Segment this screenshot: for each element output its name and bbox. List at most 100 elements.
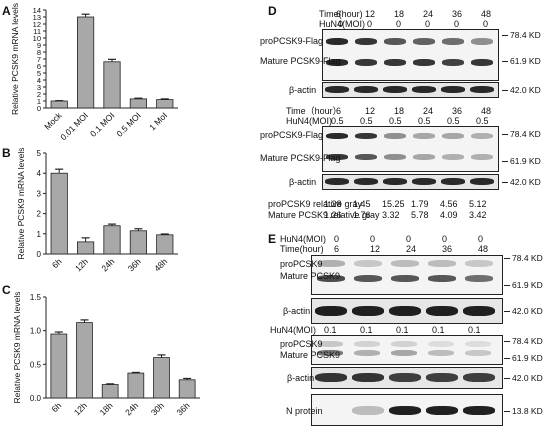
e1-marker-42: 42.0 KD: [504, 306, 543, 316]
y-tick-label: 2: [37, 90, 41, 99]
d1-time-value: 6: [336, 9, 342, 19]
d1-band: [442, 59, 464, 66]
d1-band: [442, 38, 464, 45]
d2-actin-band: [325, 178, 349, 185]
e1-actin-band: [315, 306, 347, 316]
n-protein-band: [426, 406, 458, 415]
d1-band: [471, 38, 493, 45]
y-tick-label: 2: [37, 210, 42, 219]
e2-actin-label: β-actin: [287, 373, 315, 383]
d2-mature-label: Mature PCSK9-Flag: [260, 153, 341, 163]
d1-band: [384, 59, 406, 66]
y-tick-label: 9: [37, 41, 41, 50]
d2-band: [384, 154, 406, 160]
e2-band: [391, 350, 417, 356]
e1-actin-band: [352, 306, 384, 316]
x-tick-label: 18h: [97, 400, 114, 417]
panel-label-b: B: [2, 146, 11, 160]
d1-actin-band: [412, 86, 436, 93]
e-moi-value: 0: [478, 234, 484, 244]
y-tick-label: 14: [33, 6, 41, 15]
x-tick-label: 12h: [72, 400, 89, 417]
e1-actin-blot: [311, 298, 503, 324]
d1-marker-78: 78.4 KD: [502, 30, 541, 40]
d1-moi-value: 0: [338, 19, 344, 29]
d2-time-value: 18: [394, 106, 405, 116]
d1-pro-label: proPCSK9-Flag: [260, 36, 324, 46]
bar: [101, 384, 119, 399]
d1-flag-blot: [322, 29, 499, 81]
d1-mature-label: Mature PCSK9-Flag: [260, 56, 341, 66]
d2-moi-value: 0.5: [389, 116, 402, 126]
e1-marker-78: 78.4 KD: [504, 253, 543, 263]
e2-moi-label: HuN4(MOI): [270, 325, 317, 335]
d2-band: [384, 133, 406, 139]
y-tick-label: 3: [37, 83, 41, 92]
d1-band: [326, 38, 348, 45]
x-tick-label: 36h: [174, 400, 191, 417]
d1-actin-blot: [322, 82, 499, 98]
y-tick-label: 3: [37, 189, 42, 198]
d1-time-value: 12: [365, 9, 376, 19]
e-moi-value: 0: [370, 234, 376, 244]
d1-time-value: 18: [394, 9, 405, 19]
panel-label-a: A: [2, 4, 11, 18]
e2-band: [428, 341, 454, 347]
e-moi-value: 0: [334, 234, 340, 244]
e2-band: [317, 341, 343, 347]
d2-actin-band: [383, 178, 407, 185]
gray-pro-value: 1.28: [324, 199, 342, 209]
d2-flag-blot: [322, 126, 499, 172]
bar: [153, 357, 170, 399]
d1-actin-band: [441, 86, 465, 93]
y-axis-label: Relative PCSK9 mRNA levels: [12, 292, 22, 404]
d1-actin-band: [354, 86, 378, 93]
d2-time-label: Time（hour）: [286, 106, 342, 116]
e1-band: [354, 275, 382, 282]
gray-pro-value: 1.45: [353, 199, 371, 209]
bar-chart-c: 0.0 0.5 1.0 1.5 Relative PCSK9 mRNA levels 6h…: [12, 292, 200, 417]
d2-actin-band: [441, 178, 465, 185]
e2-actin-band: [389, 373, 421, 382]
d2-actin-label: β-actin: [289, 177, 317, 187]
e-moi-label: HuN4(MOI): [280, 234, 327, 244]
d1-band: [384, 38, 406, 45]
e1-actin-label: β-actin: [283, 306, 311, 316]
bar: [129, 230, 147, 255]
d1-band: [355, 38, 377, 45]
e-time-value: 12: [370, 244, 381, 254]
x-tick-label: 24h: [123, 400, 140, 417]
y-tick-label: 4: [37, 169, 42, 178]
d1-moi-value: 0: [454, 19, 460, 29]
x-tick-label: 36h: [126, 256, 143, 273]
d1-marker-61: 61.9 KD: [502, 56, 541, 66]
e1-mature-label: Mature PCSK9: [280, 271, 341, 281]
e2-band: [428, 350, 454, 356]
gray-pro-label: proPCSK9 relative gray: [268, 199, 363, 209]
y-tick-label: 13: [33, 13, 41, 22]
d1-time-value: 36: [452, 9, 463, 19]
y-tick-label: 1.5: [30, 293, 42, 302]
n-protein-label: N protein: [286, 406, 323, 416]
d1-actin-band: [470, 86, 494, 93]
e2-band: [354, 350, 380, 356]
e2-band: [317, 350, 343, 356]
bar: [156, 99, 174, 109]
e2-band: [391, 341, 417, 347]
d2-moi-value: 0.5: [418, 116, 431, 126]
d2-moi-value: 0.5: [447, 116, 460, 126]
bar: [50, 172, 68, 255]
x-tick-label: 0.1 MOI: [88, 110, 116, 138]
d2-actin-blot: [322, 174, 499, 190]
n-protein-band: [352, 406, 384, 415]
d1-time-label: Time(hour): [319, 9, 363, 19]
d2-moi-label: HuN4(MOI): [286, 116, 333, 126]
e1-band: [354, 260, 382, 267]
panel-label-e: E: [268, 232, 277, 246]
e2-pcsk9-blot: [311, 335, 503, 365]
e2-moi-value: 0.1: [396, 325, 409, 335]
d2-band: [471, 154, 493, 160]
d1-marker-42: 42.0 KD: [502, 85, 541, 95]
d2-moi-value: 0.5: [360, 116, 373, 126]
d1-band: [413, 38, 435, 45]
